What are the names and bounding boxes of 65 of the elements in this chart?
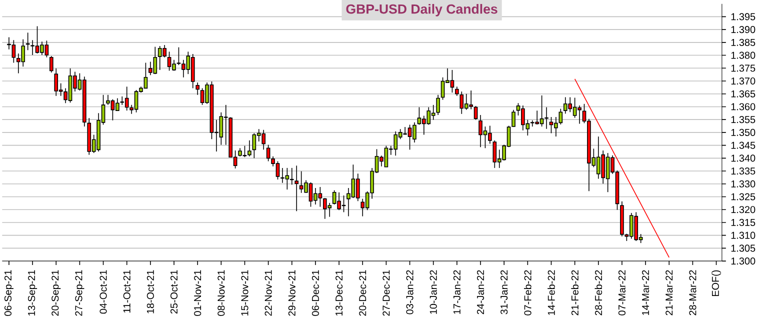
x-tick-label: 14-Feb-22	[548, 270, 555, 316]
y-tick-label: 1.390	[731, 26, 756, 34]
x-tick-label: 28-Mar-22	[689, 270, 696, 316]
x-tick-label: 27-Dec-21	[382, 270, 390, 316]
candlestick	[558, 108, 563, 125]
candlestick	[54, 68, 58, 96]
y-tick-label: 1.320	[731, 206, 756, 214]
y-tick-label: 1.375	[731, 64, 756, 72]
x-tick-label: 20-Sep-21	[52, 270, 61, 316]
x-tick-label: 13-Dec-21	[336, 270, 343, 316]
x-tick-label: 06-Dec-21	[312, 270, 319, 316]
x-tick-label: 17-Jan-22	[453, 270, 460, 314]
y-tick-label: 1.365	[731, 90, 756, 98]
x-tick-label: 10-Jan-22	[430, 270, 437, 314]
y-tick-label: 1.300	[731, 258, 756, 265]
chart-title: GBP-USD Daily Candles	[346, 4, 498, 16]
x-tick-label: EOF()	[712, 270, 721, 296]
y-tick-label: 1.340	[731, 154, 756, 162]
x-tick-label: 27-Sep-21	[75, 270, 84, 316]
candlestick	[436, 94, 440, 116]
candlestick	[49, 56, 54, 73]
y-tick-label: 1.335	[731, 168, 756, 175]
x-tick-label: 13-Sep-21	[28, 270, 38, 316]
y-tick-label: 1.370	[731, 78, 756, 85]
x-tick-label: 15-Nov-21	[241, 270, 248, 316]
x-tick-label: 14-Mar-22	[642, 270, 650, 316]
x-tick-label: 18-Oct-21	[146, 270, 154, 314]
x-tick-label: 29-Nov-21	[288, 270, 296, 316]
x-tick-label: 20-Dec-21	[359, 270, 366, 316]
candlestick	[356, 173, 360, 202]
x-tick-label: 08-Nov-21	[218, 270, 225, 316]
x-tick-label: 11-Oct-21	[123, 270, 130, 313]
x-tick-label: 31-Jan-22	[500, 270, 508, 314]
y-tick-label: 1.350	[731, 128, 756, 136]
y-tick-label: 1.330	[731, 180, 756, 188]
y-tick-label: 1.385	[731, 38, 756, 46]
y-tick-label: 1.380	[731, 52, 756, 59]
candlestick	[294, 165, 299, 212]
x-tick-label: 07-Feb-22	[524, 270, 532, 316]
candlestick	[248, 140, 252, 157]
x-tick-label: 01-Nov-21	[194, 270, 202, 316]
y-tick-label: 1.315	[731, 219, 756, 226]
x-tick-label: 03-Jan-22	[406, 270, 414, 314]
x-tick-label: 21-Mar-22	[666, 270, 673, 316]
candlestick	[196, 82, 200, 96]
x-tick-label: 04-Oct-21	[100, 270, 107, 314]
x-tick-label: 07-Mar-22	[618, 270, 626, 316]
candlestick	[530, 120, 535, 128]
candlestick	[455, 86, 459, 96]
candlestick	[30, 40, 36, 56]
y-tick-label: 1.325	[731, 193, 756, 200]
x-tick-label: 22-Nov-21	[264, 270, 272, 316]
x-tick-label: 28-Feb-22	[594, 270, 602, 316]
y-tick-label: 1.305	[731, 244, 756, 252]
x-tick-label: 06-Sep-21	[4, 270, 14, 316]
x-tick-label: 21-Feb-22	[571, 270, 578, 316]
candlestick	[474, 106, 478, 120]
x-tick-label: 24-Jan-22	[476, 270, 484, 314]
y-tick-label: 1.310	[731, 232, 756, 239]
x-tick-label: 25-Oct-21	[170, 270, 178, 314]
y-tick-label: 1.395	[731, 13, 756, 20]
y-tick-label: 1.355	[731, 116, 756, 124]
y-tick-label: 1.360	[731, 103, 756, 110]
y-tick-label: 1.345	[731, 142, 756, 149]
candlestick	[266, 144, 270, 162]
